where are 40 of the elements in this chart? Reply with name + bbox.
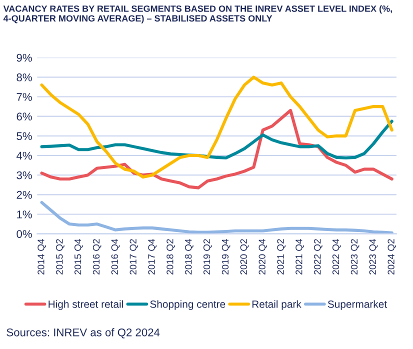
x-tick-label: 2022 Q2 bbox=[314, 239, 322, 274]
y-tick-label: 4% bbox=[16, 152, 32, 160]
x-tick-label: 2023 Q2 bbox=[350, 239, 360, 274]
source-note: Sources: INREV as of Q2 2024 bbox=[6, 328, 160, 338]
x-tick-label: 2021 Q4 bbox=[296, 238, 304, 274]
x-tick-label: 2022 Q4 bbox=[332, 238, 341, 274]
y-tick-label: 7% bbox=[16, 93, 32, 101]
y-tick-label: 8% bbox=[16, 73, 32, 82]
chart-title: VACANCY RATES BY RETAIL SEGMENTS BASED ON THE INREV ASSET LEVEL INDEX (%, 4-QUARTER MOVING AVERAGE) – STABILISED ASSETS ONLY bbox=[3, 5, 392, 24]
x-tick-label: 2018 Q2 bbox=[166, 239, 175, 274]
legend-label: Retail park bbox=[252, 300, 302, 310]
y-tick-label: 2% bbox=[16, 190, 32, 199]
x-tick-label: 2023 Q4 bbox=[369, 238, 378, 274]
x-tick-label: 2017 Q2 bbox=[130, 239, 138, 274]
x-tick-label: 2018 Q4 bbox=[185, 238, 194, 274]
x-tick-label: 2024 Q2 bbox=[388, 239, 396, 274]
line-series bbox=[40, 200, 394, 234]
legend-label: Shopping centre bbox=[150, 300, 226, 310]
x-tick-label: 2016 Q2 bbox=[92, 239, 102, 274]
legend-label: Supermarket bbox=[328, 300, 387, 310]
x-tick-label: 2021 Q2 bbox=[277, 239, 286, 274]
y-tick-label: 5% bbox=[16, 132, 32, 140]
y-tick-label: 6% bbox=[16, 112, 32, 120]
y-tick-label: 1% bbox=[17, 210, 32, 218]
line-series bbox=[40, 76, 394, 179]
x-tick-label: 2017 Q4 bbox=[148, 238, 157, 274]
line-series bbox=[40, 108, 394, 190]
y-tick-label: 9% bbox=[16, 54, 32, 62]
legend-label: High street retail bbox=[48, 300, 123, 310]
y-tick-label: 0% bbox=[16, 230, 32, 238]
x-tick-label: 2019 Q2 bbox=[203, 239, 212, 274]
x-tick-label: 2015 Q2 bbox=[56, 239, 64, 274]
x-tick-label: 2020 Q4 bbox=[258, 238, 268, 274]
y-tick-label: 3% bbox=[16, 171, 32, 180]
x-tick-label: 2020 Q2 bbox=[240, 239, 249, 274]
x-tick-label: 2015 Q4 bbox=[74, 238, 83, 274]
x-tick-label: 2014 Q4 bbox=[38, 238, 46, 274]
x-tick-label: 2019 Q4 bbox=[222, 238, 230, 274]
line-series bbox=[40, 120, 394, 160]
x-tick-label: 2016 Q4 bbox=[111, 238, 120, 274]
